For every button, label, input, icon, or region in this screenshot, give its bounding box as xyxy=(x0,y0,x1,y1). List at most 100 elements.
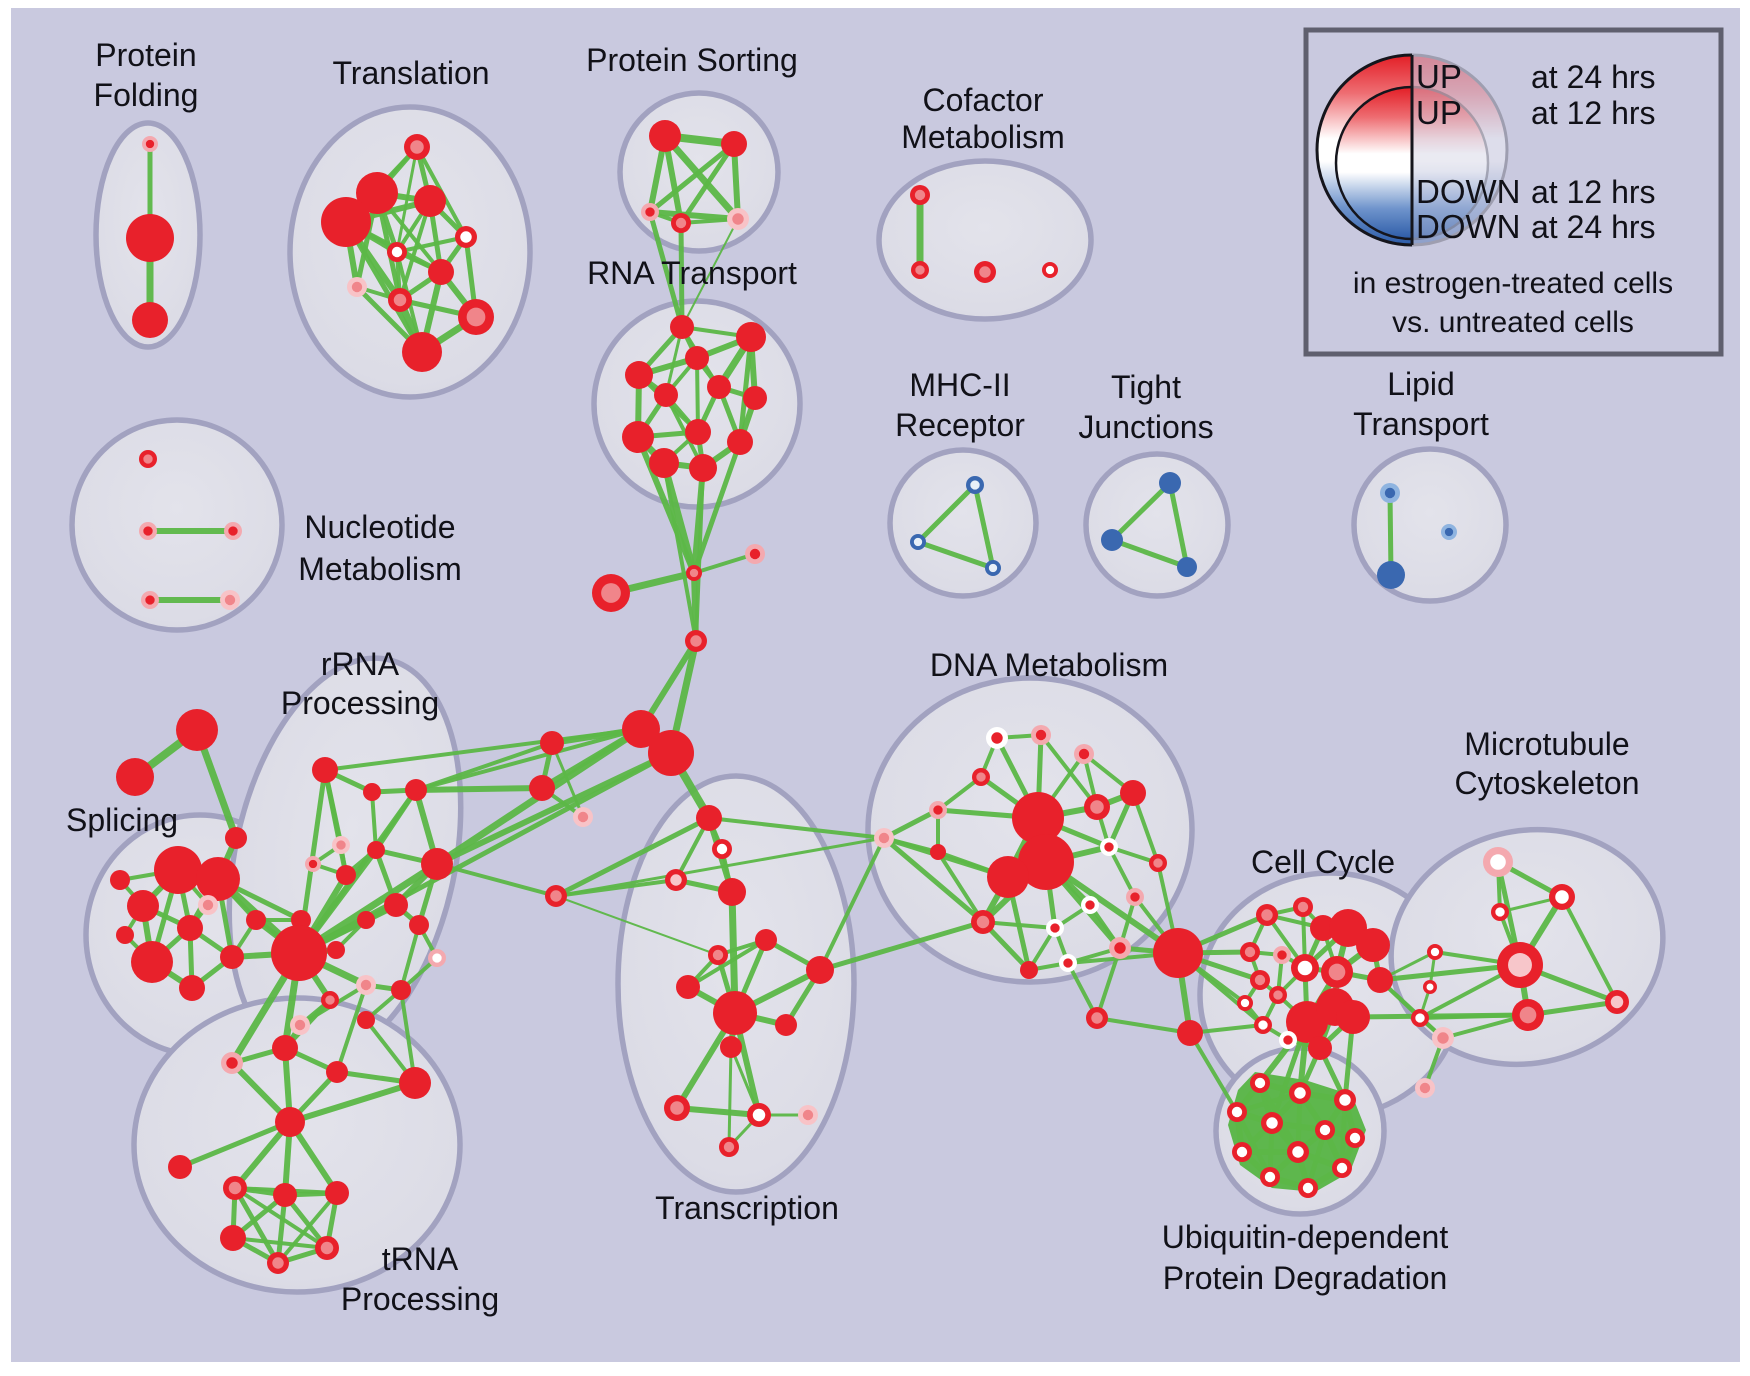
network-edge-rt11-b4 xyxy=(662,461,698,643)
network-edge-d5-d8 xyxy=(881,807,941,841)
network-edge-d13-d14 xyxy=(1107,845,1137,899)
network-node-L1 xyxy=(540,731,564,755)
network-node-d20 xyxy=(1063,958,1073,968)
network-edge-rr11-rr17 xyxy=(399,923,421,992)
network-node-rt8 xyxy=(622,421,654,453)
network-edge-tn5-tn6 xyxy=(177,1119,293,1170)
network-node-d19 xyxy=(1020,961,1038,979)
network-node-tl10 xyxy=(466,307,486,327)
network-node-rt5 xyxy=(654,383,678,407)
legend-time-2: at 12 hrs xyxy=(1531,174,1656,210)
legend-direction-0: UP xyxy=(1416,58,1462,95)
network-node-cc0 xyxy=(1153,928,1203,978)
cluster-ellipse-cofactor-metabolism xyxy=(876,158,1094,322)
network-node-rt2 xyxy=(736,322,766,352)
network-node-d7 xyxy=(1120,780,1146,806)
network-edge-tj2-tj3 xyxy=(1109,537,1190,570)
network-edge-tx12-tx14 xyxy=(729,1045,761,1117)
network-node-d13 xyxy=(1104,842,1114,852)
network-node-cc10 xyxy=(1254,974,1266,986)
network-node-tj1 xyxy=(1159,472,1181,494)
network-node-tx11 xyxy=(775,1014,797,1036)
network-node-cc5 xyxy=(1356,928,1390,962)
network-node-sp7 xyxy=(220,945,244,969)
network-node-m4 xyxy=(1430,947,1440,957)
network-node-cc6 xyxy=(1244,946,1256,958)
network-node-rt10 xyxy=(727,429,753,455)
network-node-m2 xyxy=(1555,890,1569,904)
network-node-tx3 xyxy=(670,874,682,886)
network-node-sp8 xyxy=(246,910,266,930)
network-node-rr19 xyxy=(294,1019,306,1031)
network-node-cc16 xyxy=(1258,1020,1268,1030)
network-node-u5 xyxy=(1266,1117,1278,1129)
network-node-cc18 xyxy=(1308,1036,1332,1060)
network-node-rr20 xyxy=(357,1011,375,1029)
network-node-rr18 xyxy=(325,995,335,1005)
network-edge-d8-tx5 xyxy=(554,836,886,898)
network-edge-m2-m7 xyxy=(1560,895,1619,1004)
network-node-u2 xyxy=(1294,1087,1306,1099)
network-edge-d8-tx1 xyxy=(707,816,886,840)
network-node-u11 xyxy=(1264,1171,1276,1183)
network-edge-tn10-tn11 xyxy=(231,1236,329,1250)
network-node-nm2 xyxy=(143,526,153,536)
network-edge-rr16-tn3 xyxy=(335,983,368,1074)
network-node-ps1 xyxy=(649,120,681,152)
legend: UP at 24 hrs UP at 12 hrs DOWN at 12 hrs DOWN a… xyxy=(1303,27,1724,357)
network-node-m5 xyxy=(1508,953,1532,977)
legend-inner-circle-12h-right xyxy=(1412,85,1490,241)
network-edge-tx13-tx14 xyxy=(674,1105,762,1118)
legend-note-line-2: vs. untreated cells xyxy=(1392,306,1634,339)
network-node-cc12 xyxy=(1240,998,1250,1008)
network-node-rr10 xyxy=(357,911,375,929)
network-node-nm5 xyxy=(224,594,236,606)
network-node-rr13 xyxy=(327,941,345,959)
network-edge-tx5-rr8 xyxy=(435,862,558,898)
network-node-d17 xyxy=(1050,923,1060,933)
network-node-d5 xyxy=(933,805,943,815)
network-node-b2 xyxy=(601,583,621,603)
network-node-d22 xyxy=(1091,1012,1103,1024)
network-node-d8 xyxy=(878,832,890,844)
network-node-ccL xyxy=(1177,1020,1203,1046)
network-node-rr4 xyxy=(336,840,346,850)
network-node-cc15 xyxy=(1336,1000,1370,1034)
network-node-cc11 xyxy=(1273,990,1283,1000)
network-node-nm3 xyxy=(228,526,238,536)
network-node-rt12 xyxy=(689,454,717,482)
network-node-rr8 xyxy=(421,848,453,880)
network-node-tx15 xyxy=(802,1109,814,1121)
network-node-mh2 xyxy=(913,537,923,547)
network-node-H1 xyxy=(622,710,660,748)
network-node-tn12 xyxy=(272,1257,284,1269)
network-edge-tn4-tn5 xyxy=(287,1080,418,1125)
network-node-rr9 xyxy=(384,893,408,917)
legend-note-line-1: in estrogen-treated cells xyxy=(1353,267,1673,300)
network-edge-d4-d5 xyxy=(936,775,983,812)
network-node-tl3 xyxy=(414,185,446,217)
network-edge-tx5-tx6 xyxy=(555,895,719,956)
network-edge-ps4-rt1 xyxy=(678,220,685,330)
cluster-label-transcription: Transcription xyxy=(655,1190,839,1226)
cluster-label-microtubule-cytoskeleton: Microtubule Cytoskeleton xyxy=(1455,726,1640,801)
network-edge-tn7-tn12 xyxy=(232,1185,281,1266)
cluster-label-rna-transport: RNA Transport xyxy=(587,255,797,291)
network-node-tx6 xyxy=(712,949,724,961)
network-node-d10 xyxy=(1012,792,1064,844)
network-node-tx7 xyxy=(755,929,777,951)
network-node-tx12 xyxy=(720,1036,742,1058)
network-node-tn6 xyxy=(168,1155,192,1179)
network-node-tx9 xyxy=(676,975,700,999)
network-edge-rt10-b1 xyxy=(691,439,743,576)
network-nodes xyxy=(110,120,1629,1274)
network-node-L3 xyxy=(577,811,589,823)
network-node-tl6 xyxy=(391,246,403,258)
network-edge-m6-m9 xyxy=(1418,1013,1530,1020)
network-edge-rt2-rt10 xyxy=(737,334,754,445)
network-node-u3 xyxy=(1339,1094,1351,1106)
network-node-rt11 xyxy=(649,448,679,478)
network-edge-H1-rr3 xyxy=(414,727,643,792)
network-edge-b1-b3 xyxy=(692,552,757,575)
